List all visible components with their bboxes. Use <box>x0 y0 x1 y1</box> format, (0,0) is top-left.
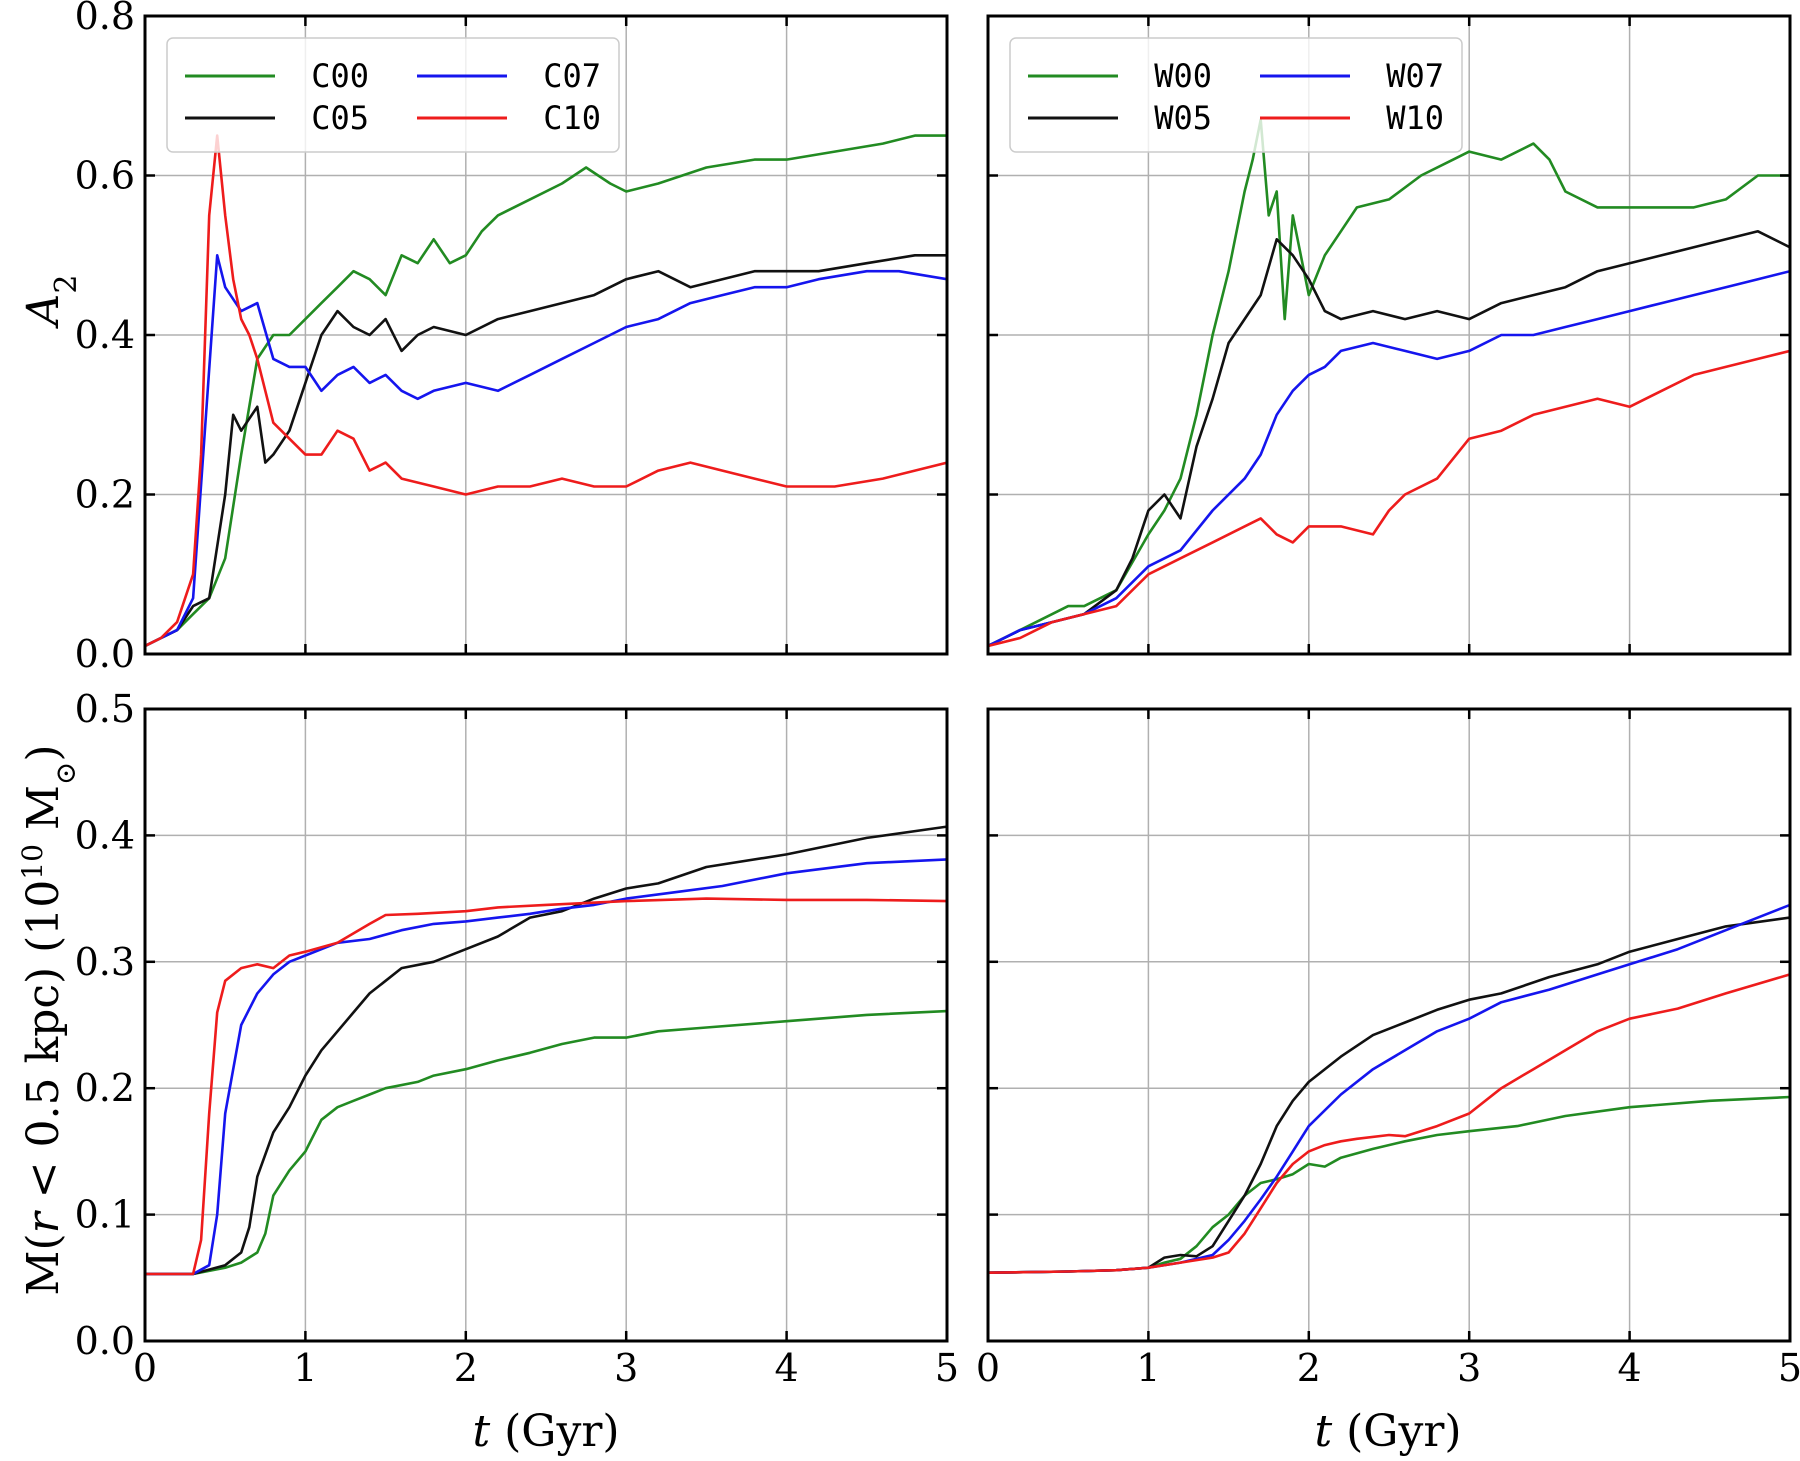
xlabel-left: t (Gyr) <box>472 1406 619 1457</box>
y-tick-label: 0.1 <box>75 1193 135 1237</box>
y-tick-label: 0.2 <box>75 1066 135 1110</box>
axes-frame <box>986 14 1792 656</box>
series-line-W00 <box>988 1095 1790 1274</box>
legend-label-W00: W00 <box>1154 57 1212 95</box>
xlabel-right: t (Gyr) <box>1314 1406 1461 1457</box>
legend-label-W05: W05 <box>1154 99 1212 137</box>
series-line-C00 <box>145 1009 947 1276</box>
axes-frame <box>143 14 949 656</box>
x-tick-label: 5 <box>1778 1346 1800 1390</box>
series-line-C07 <box>145 858 947 1276</box>
x-tick-label: 3 <box>1457 1346 1481 1390</box>
legend-label-C07: C07 <box>543 57 601 95</box>
panels: 0.0 0.2 0.4 0.6 0.8 C00 C05 C07 C10 W00 W05 W07 W10 0… <box>75 0 1800 1390</box>
legend-label-C10: C10 <box>543 99 601 137</box>
x-tick-label: 0 <box>133 1346 157 1390</box>
panel-top-right: W00 W05 W07 W10 <box>986 14 1792 656</box>
y-tick-label: 0.3 <box>75 940 135 984</box>
x-tick-label: 1 <box>293 1346 317 1390</box>
x-tick-label: 0 <box>976 1346 1000 1390</box>
x-tick-label: 4 <box>775 1346 799 1390</box>
x-tick-label: 1 <box>1136 1346 1160 1390</box>
legend-label-W10: W10 <box>1386 99 1444 137</box>
y-tick-label: 0.8 <box>75 0 135 38</box>
y-tick-label: 0.4 <box>75 813 135 857</box>
y-tick-label: 0.6 <box>75 154 135 198</box>
series-line-W05 <box>988 916 1790 1274</box>
series-line-C10 <box>145 897 947 1276</box>
panel-bottom-right: 0 1 2 3 4 5 <box>976 707 1800 1390</box>
panel-bottom-left: 0 1 2 3 4 5 0.0 0.1 0.2 0.3 0.4 0.5 <box>75 687 960 1390</box>
series-line-W07 <box>988 269 1790 648</box>
ylabel-bottom: M(r < 0.5 kpc) (1010 M⊙) <box>16 744 82 1295</box>
series-line-W10 <box>988 349 1790 648</box>
series-line-C00 <box>145 134 947 648</box>
series-line-C05 <box>145 825 947 1276</box>
series-line-W10 <box>988 973 1790 1274</box>
y-tick-label: 0.0 <box>75 632 135 676</box>
legend: W00 W05 W07 W10 <box>1009 37 1463 153</box>
axes-frame <box>143 707 949 1343</box>
x-tick-label: 3 <box>614 1346 638 1390</box>
legend: C00 C05 C07 C10 <box>166 37 620 153</box>
legend-frame <box>1009 37 1463 153</box>
series-line-C07 <box>145 254 947 648</box>
y-tick-label: 0.2 <box>75 473 135 517</box>
panel-top-left: 0.0 0.2 0.4 0.6 0.8 C00 C05 C07 C10 <box>75 0 949 676</box>
series-line-C05 <box>145 254 947 648</box>
axes-frame <box>986 707 1792 1343</box>
series-line-C10 <box>145 134 947 648</box>
x-tick-label: 2 <box>1297 1346 1321 1390</box>
legend-frame <box>166 37 620 153</box>
x-tick-label: 4 <box>1618 1346 1642 1390</box>
y-tick-label: 0.0 <box>75 1319 135 1363</box>
x-tick-label: 5 <box>935 1346 959 1390</box>
series-line-W00 <box>988 118 1790 648</box>
series-line-W05 <box>988 230 1790 648</box>
legend-label-C00: C00 <box>311 57 369 95</box>
y-tick-label: 0.4 <box>75 313 135 357</box>
x-tick-label: 2 <box>454 1346 478 1390</box>
y-tick-label: 0.5 <box>75 687 135 731</box>
legend-label-C05: C05 <box>311 99 369 137</box>
legend-label-W07: W07 <box>1386 57 1444 95</box>
